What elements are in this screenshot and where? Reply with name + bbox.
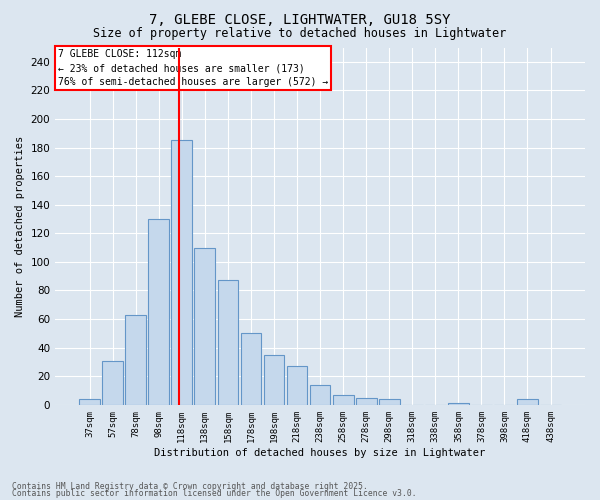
Bar <box>287 366 307 405</box>
Y-axis label: Number of detached properties: Number of detached properties <box>15 136 25 317</box>
Text: Contains HM Land Registry data © Crown copyright and database right 2025.: Contains HM Land Registry data © Crown c… <box>12 482 368 491</box>
Bar <box>194 248 215 405</box>
Text: Contains public sector information licensed under the Open Government Licence v3: Contains public sector information licen… <box>12 489 416 498</box>
Bar <box>241 334 262 405</box>
Text: 7, GLEBE CLOSE, LIGHTWATER, GU18 5SY: 7, GLEBE CLOSE, LIGHTWATER, GU18 5SY <box>149 12 451 26</box>
Bar <box>310 385 331 405</box>
Bar <box>517 399 538 405</box>
Bar <box>333 395 353 405</box>
Bar <box>356 398 377 405</box>
Bar <box>172 140 192 405</box>
Bar <box>125 315 146 405</box>
Bar <box>263 355 284 405</box>
Bar <box>148 219 169 405</box>
Text: Size of property relative to detached houses in Lightwater: Size of property relative to detached ho… <box>94 28 506 40</box>
Bar <box>448 404 469 405</box>
Bar <box>379 399 400 405</box>
Bar <box>102 360 123 405</box>
X-axis label: Distribution of detached houses by size in Lightwater: Distribution of detached houses by size … <box>154 448 486 458</box>
Bar <box>218 280 238 405</box>
Text: 7 GLEBE CLOSE: 112sqm
← 23% of detached houses are smaller (173)
76% of semi-det: 7 GLEBE CLOSE: 112sqm ← 23% of detached … <box>58 50 328 88</box>
Bar <box>79 399 100 405</box>
